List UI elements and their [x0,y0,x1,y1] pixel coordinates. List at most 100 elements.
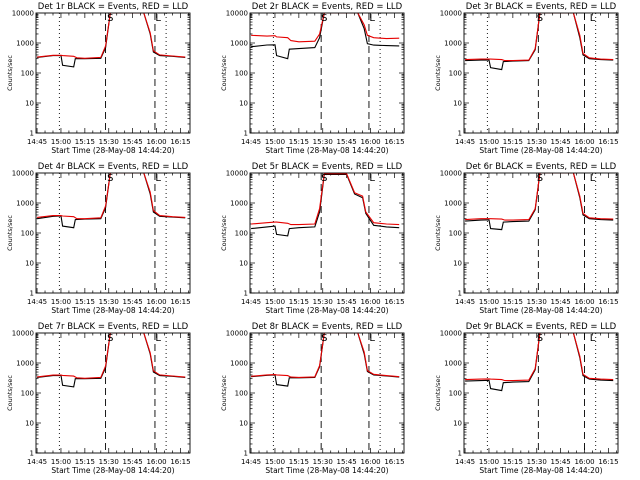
marker-label: L [155,13,161,24]
panel: Det 7r BLACK = Events, RED = LLD 1 10 100 10… [6,322,191,475]
y-tick-label: 1000 [16,40,34,48]
plot-frame [463,12,619,134]
x-tick-label: 16:15 [598,138,618,146]
x-tick-label: 15:45 [337,458,357,466]
y-axis-label: Counts/sec [6,375,14,411]
panel-title: Det 2r BLACK = Events, RED = LLD [252,2,403,12]
marker-label: L [369,13,375,24]
panel: Det 1r BLACK = Events, RED = LLD 1 10 100 10… [6,2,191,155]
x-tick-label: 15:00 [51,138,71,146]
marker-label: S [537,333,543,344]
x-tick-label: 16:15 [170,138,190,146]
x-tick-label: 15:00 [479,458,499,466]
x-tick-label: 15:45 [123,138,143,146]
plot-frame [35,332,191,454]
x-tick-label: 16:15 [598,458,618,466]
x-axis-label: Start Time (28-May-08 14:44:20) [265,306,388,315]
y-tick-label: 10 [239,420,248,428]
y-tick-label: 10000 [226,170,248,178]
y-tick-label: 10000 [226,10,248,18]
y-tick-label: 10 [453,420,462,428]
events-series-line [251,173,400,237]
marker-label: L [155,173,161,184]
plot-frame [35,12,191,134]
panel-title: Det 6r BLACK = Events, RED = LLD [466,162,617,172]
panel: Det 2r BLACK = Events, RED = LLD 1 10 100 10… [220,2,405,155]
marker-label: L [590,13,596,24]
lld-series-line [37,333,186,379]
y-tick-label: 100 [21,230,34,238]
x-tick-label: 14:45 [241,458,261,466]
x-axis-label: Start Time (28-May-08 14:44:20) [479,466,602,475]
y-axis-label: Counts/sec [220,55,228,91]
x-tick-label: 16:00 [574,458,594,466]
panel: Det 9r BLACK = Events, RED = LLD 1 10 100 10… [434,322,619,475]
y-tick-label: 1000 [444,200,462,208]
x-tick-label: 15:15 [289,458,309,466]
y-tick-label: 1 [458,290,462,298]
y-axis-label: Counts/sec [220,375,228,411]
plot-frame [463,172,619,294]
y-axis-label: Counts/sec [434,375,442,411]
panel-title: Det 7r BLACK = Events, RED = LLD [38,322,189,332]
x-tick-label: 15:15 [503,458,523,466]
marker-label: S [107,173,113,184]
y-tick-label: 1 [244,450,248,458]
x-tick-label: 15:00 [51,298,71,306]
panel-title: Det 5r BLACK = Events, RED = LLD [252,162,403,172]
y-tick-label: 10000 [12,10,34,18]
x-tick-label: 15:15 [75,298,95,306]
panel: Det 6r BLACK = Events, RED = LLD 1 10 100 10… [434,162,619,315]
y-tick-label: 1000 [16,200,34,208]
x-tick-label: 15:45 [337,138,357,146]
y-tick-label: 10 [453,100,462,108]
x-tick-label: 14:45 [27,138,47,146]
y-tick-label: 1 [30,130,34,138]
y-tick-label: 10 [25,100,34,108]
lld-series-line [251,13,400,43]
y-tick-label: 10 [239,260,248,268]
x-tick-label: 15:00 [479,298,499,306]
marker-label: L [590,333,596,344]
lld-series-line [37,173,186,220]
events-series-line [37,13,186,68]
y-tick-label: 10000 [440,10,462,18]
y-tick-label: 100 [449,390,462,398]
x-tick-label: 14:45 [455,458,475,466]
x-tick-label: 15:15 [75,138,95,146]
marker-label: L [369,173,375,184]
x-tick-label: 15:30 [313,458,333,466]
panel: Det 3r BLACK = Events, RED = LLD 1 10 100 10… [434,2,619,155]
x-tick-label: 15:30 [313,138,333,146]
y-tick-label: 1 [244,130,248,138]
y-tick-label: 1000 [444,40,462,48]
x-tick-label: 15:00 [265,298,285,306]
x-tick-label: 15:45 [551,298,571,306]
x-tick-label: 15:15 [75,458,95,466]
marker-label: L [155,333,161,344]
x-tick-label: 16:00 [146,138,166,146]
plot-frame [463,332,619,454]
y-tick-label: 10000 [12,330,34,338]
y-tick-label: 1000 [444,360,462,368]
events-series-line [251,13,400,60]
y-axis-label: Counts/sec [434,215,442,251]
marker-label: S [321,333,327,344]
lld-series-line [37,13,186,59]
marker-label: S [321,173,327,184]
panel: Det 4r BLACK = Events, RED = LLD 1 10 100 10… [6,162,191,315]
y-tick-label: 1 [458,450,462,458]
x-tick-label: 14:45 [241,138,261,146]
events-series-line [465,173,614,231]
x-axis-label: Start Time (28-May-08 14:44:20) [51,306,174,315]
x-tick-label: 14:45 [241,298,261,306]
panel-title: Det 3r BLACK = Events, RED = LLD [466,2,617,12]
x-tick-label: 15:15 [503,298,523,306]
y-tick-label: 1 [30,450,34,458]
y-tick-label: 100 [235,390,248,398]
plot-frame [249,332,405,454]
lld-series-line [465,13,614,62]
x-tick-label: 15:15 [503,138,523,146]
x-axis-label: Start Time (28-May-08 14:44:20) [265,146,388,155]
